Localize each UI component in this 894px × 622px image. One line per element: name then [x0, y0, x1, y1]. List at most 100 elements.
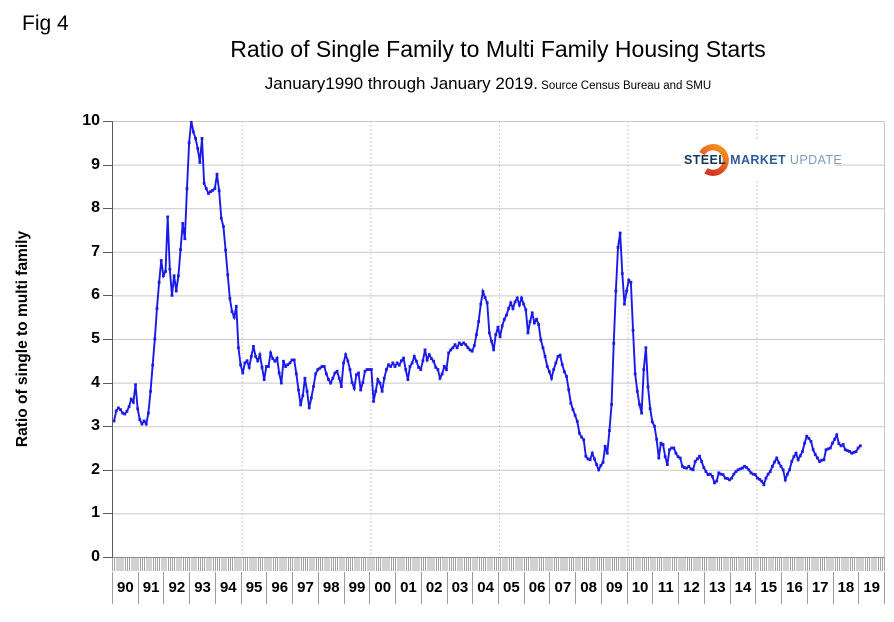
data-point-marker: [299, 403, 303, 407]
data-point-marker: [704, 470, 708, 473]
data-point-marker: [196, 147, 200, 150]
data-point-marker: [691, 468, 695, 472]
data-point-marker: [159, 259, 163, 262]
data-point-marker: [479, 302, 483, 306]
data-point-marker: [303, 376, 307, 380]
data-point-marker: [599, 464, 603, 467]
data-point-marker: [603, 444, 607, 448]
data-point-marker: [494, 333, 498, 337]
data-point-marker: [575, 420, 579, 423]
data-point-marker: [798, 454, 802, 458]
data-point-marker: [833, 437, 837, 441]
data-point-marker: [207, 191, 210, 195]
data-point-marker: [685, 466, 689, 470]
data-point-marker: [254, 355, 258, 358]
data-point-marker: [693, 460, 697, 463]
data-point-marker: [839, 444, 843, 448]
data-point-marker: [380, 389, 384, 393]
data-point-marker: [267, 365, 270, 368]
data-point-marker: [140, 422, 144, 426]
data-point-marker: [612, 341, 616, 345]
x-tick-label: 17: [806, 572, 833, 604]
data-point-marker: [558, 353, 562, 357]
x-tick-label: 16: [781, 572, 807, 604]
data-point-marker: [457, 341, 461, 345]
data-point-marker: [466, 346, 470, 350]
data-point-marker: [151, 363, 155, 367]
data-point-marker: [683, 466, 686, 470]
data-point-marker: [768, 470, 772, 473]
data-point-marker: [756, 476, 759, 480]
data-point-marker: [114, 409, 118, 413]
data-point-marker: [243, 361, 247, 365]
data-point-marker: [382, 376, 386, 380]
data-point-marker: [687, 464, 691, 468]
data-point-marker: [427, 353, 431, 357]
data-point-marker: [307, 406, 311, 410]
data-point-marker: [593, 457, 596, 461]
data-point-marker: [552, 368, 556, 371]
data-point-marker: [470, 349, 474, 353]
data-point-marker: [571, 408, 575, 412]
data-point-marker: [400, 359, 403, 363]
data-point-marker: [676, 455, 680, 459]
data-point-marker: [316, 368, 320, 371]
data-point-marker: [234, 304, 238, 308]
data-point-marker: [391, 361, 395, 365]
data-point-marker: [224, 248, 227, 252]
data-point-marker: [288, 361, 292, 365]
data-point-marker: [781, 468, 785, 472]
data-point-marker: [650, 420, 654, 424]
data-point-marker: [522, 302, 526, 306]
data-point-marker: [640, 411, 644, 415]
data-point-marker: [144, 422, 148, 426]
data-point-marker: [766, 472, 770, 476]
data-point-marker: [421, 359, 425, 363]
data-point-marker: [258, 353, 262, 357]
data-point-marker: [329, 381, 333, 385]
data-point-marker: [215, 172, 219, 176]
x-tick-label: 91: [137, 572, 164, 604]
data-point-marker: [219, 216, 223, 220]
chart-title: Ratio of Single Family to Multi Family H…: [230, 36, 766, 62]
data-point-marker: [751, 472, 755, 476]
data-point-marker: [376, 378, 380, 381]
data-point-marker: [511, 307, 515, 310]
data-point-marker: [777, 461, 781, 465]
data-point-marker: [164, 270, 167, 273]
data-point-marker: [517, 303, 521, 307]
data-point-marker: [743, 464, 746, 468]
data-point-marker: [563, 370, 566, 374]
data-point-marker: [198, 161, 202, 164]
data-point-marker: [430, 357, 433, 361]
x-tick-label: 02: [420, 572, 447, 604]
data-point-marker: [734, 470, 738, 473]
y-tick-label: 0: [91, 548, 100, 565]
data-point-marker: [719, 472, 723, 476]
data-point-marker: [813, 453, 817, 456]
y-tick-mark: [103, 469, 112, 471]
data-point-marker: [359, 388, 363, 392]
data-point-marker: [367, 368, 371, 371]
data-point-marker: [850, 451, 854, 455]
data-point-marker: [597, 468, 601, 472]
data-point-marker: [826, 447, 830, 451]
data-point-marker: [335, 369, 339, 373]
x-tick-label: 95: [240, 572, 267, 604]
data-point-marker: [792, 455, 796, 459]
data-point-marker: [710, 474, 714, 478]
data-point-marker: [277, 371, 281, 375]
data-point-marker: [425, 358, 429, 362]
data-point-marker: [560, 363, 564, 367]
data-point-marker: [121, 411, 125, 415]
data-point-marker: [500, 324, 504, 328]
figure-number-label: Fig 4: [22, 12, 69, 35]
y-tick-label: 6: [91, 286, 100, 304]
data-point-marker: [237, 346, 240, 350]
data-point-marker: [801, 450, 804, 453]
data-point-marker: [837, 442, 841, 446]
data-point-marker: [788, 468, 791, 472]
data-point-marker: [412, 355, 416, 358]
data-point-marker: [665, 463, 669, 466]
